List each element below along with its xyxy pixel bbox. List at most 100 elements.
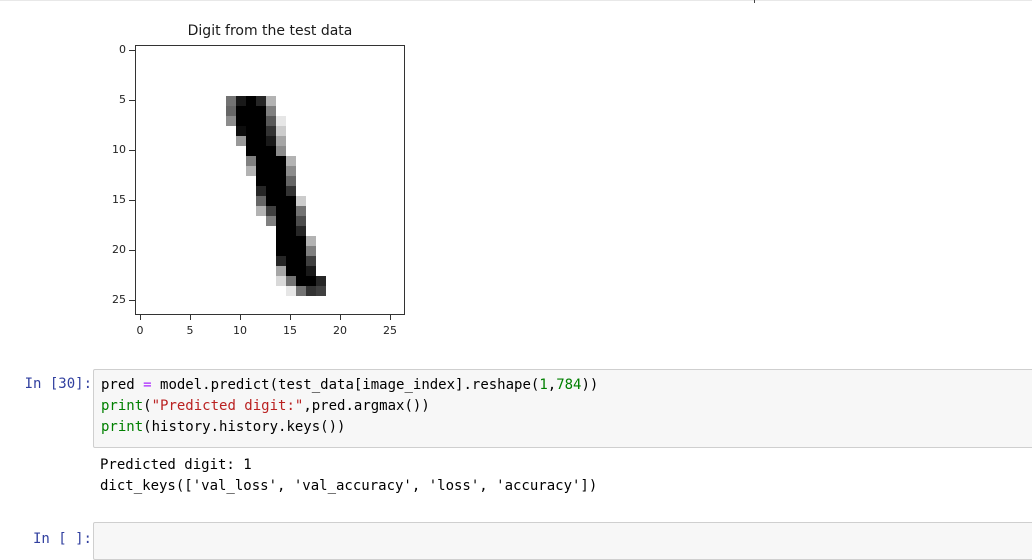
- digit-pixel: [296, 286, 306, 296]
- digit-pixel: [256, 106, 266, 116]
- digit-pixel: [306, 276, 316, 286]
- digit-pixel: [266, 176, 276, 186]
- digit-pixel: [286, 246, 296, 256]
- digit-pixel: [296, 196, 306, 206]
- digit-pixel: [316, 286, 326, 296]
- digit-pixel: [296, 256, 306, 266]
- top-border: [0, 0, 1032, 1]
- digit-pixel: [276, 196, 286, 206]
- digit-pixel: [296, 236, 306, 246]
- digit-pixel: [276, 166, 286, 176]
- digit-pixel: [266, 126, 276, 136]
- digit-pixel: [256, 156, 266, 166]
- digit-pixel: [266, 136, 276, 146]
- digit-pixel: [266, 156, 276, 166]
- digit-pixel: [236, 96, 246, 106]
- x-tick-label: 15: [283, 324, 297, 337]
- digit-pixel: [266, 196, 276, 206]
- digit-pixel: [276, 176, 286, 186]
- digit-pixel: [276, 186, 286, 196]
- digit-pixel: [256, 116, 266, 126]
- y-tick: [129, 100, 135, 101]
- digit-pixel: [316, 276, 326, 286]
- digit-pixel: [286, 196, 296, 206]
- code-line-3: print(history.history.keys()): [101, 419, 346, 435]
- digit-pixel: [296, 216, 306, 226]
- x-tick: [290, 315, 291, 320]
- cell-prompt-30: In [30]:: [24, 376, 92, 392]
- cell-prompt-empty: In [ ]:: [32, 531, 92, 547]
- digit-pixel: [276, 146, 286, 156]
- digit-pixel: [286, 256, 296, 266]
- y-tick-label: 5: [119, 93, 126, 106]
- digit-image-plot: [135, 45, 405, 315]
- x-tick-label: 0: [136, 324, 144, 337]
- digit-pixel: [236, 106, 246, 116]
- digit-pixel: [276, 256, 286, 266]
- x-tick: [390, 315, 391, 320]
- digit-pixel: [256, 166, 266, 176]
- y-tick: [129, 300, 135, 301]
- digit-pixel: [286, 206, 296, 216]
- digit-pixel: [276, 116, 286, 126]
- x-tick: [140, 315, 141, 320]
- code-cell-30[interactable]: pred = model.predict(test_data[image_ind…: [93, 369, 1032, 448]
- digit-pixel: [296, 206, 306, 216]
- digit-pixel: [286, 226, 296, 236]
- scroll-marker: [754, 0, 755, 3]
- digit-pixel: [266, 216, 276, 226]
- digit-pixel: [296, 266, 306, 276]
- x-tick: [340, 315, 341, 320]
- digit-pixel: [226, 116, 236, 126]
- digit-pixel: [266, 96, 276, 106]
- digit-pixel: [256, 96, 266, 106]
- code-cell-empty[interactable]: [93, 522, 1032, 560]
- digit-pixel: [276, 266, 286, 276]
- digit-pixel: [256, 176, 266, 186]
- digit-pixel: [286, 216, 296, 226]
- digit-pixel: [296, 226, 306, 236]
- digit-pixel: [286, 286, 296, 296]
- digit-pixel: [266, 106, 276, 116]
- y-tick-label: 10: [112, 143, 126, 156]
- digit-pixel: [286, 266, 296, 276]
- digit-pixel: [246, 126, 256, 136]
- digit-pixel: [276, 226, 286, 236]
- digit-pixel: [256, 206, 266, 216]
- digit-pixel: [236, 116, 246, 126]
- digit-pixel: [226, 106, 236, 116]
- x-tick: [190, 315, 191, 320]
- digit-pixel: [246, 116, 256, 126]
- digit-pixel: [266, 186, 276, 196]
- digit-pixel: [246, 136, 256, 146]
- digit-pixel: [266, 116, 276, 126]
- digit-pixel: [276, 126, 286, 136]
- x-tick-label: 20: [333, 324, 347, 337]
- digit-pixel: [266, 206, 276, 216]
- digit-pixel: [296, 246, 306, 256]
- digit-pixel: [286, 156, 296, 166]
- digit-pixel: [266, 146, 276, 156]
- digit-pixel: [246, 106, 256, 116]
- digit-pixel: [256, 126, 266, 136]
- code-line-2: print("Predicted digit:",pred.argmax()): [101, 398, 430, 414]
- digit-pixel: [286, 236, 296, 246]
- digit-pixel: [286, 176, 296, 186]
- digit-pixel: [276, 276, 286, 286]
- digit-pixel: [266, 166, 276, 176]
- digit-pixel: [306, 286, 316, 296]
- output-line-1: Predicted digit: 1: [100, 457, 252, 473]
- code-line-1: pred = model.predict(test_data[image_ind…: [101, 377, 599, 393]
- digit-pixel: [286, 276, 296, 286]
- plot-title: Digit from the test data: [187, 23, 353, 39]
- y-tick: [129, 250, 135, 251]
- digit-pixel: [276, 216, 286, 226]
- digit-pixel: [276, 156, 286, 166]
- digit-pixel: [256, 186, 266, 196]
- y-tick: [129, 150, 135, 151]
- x-tick-label: 10: [233, 324, 247, 337]
- digit-pixel: [296, 276, 306, 286]
- digit-pixel: [246, 156, 256, 166]
- x-tick: [240, 315, 241, 320]
- digit-pixel: [306, 266, 316, 276]
